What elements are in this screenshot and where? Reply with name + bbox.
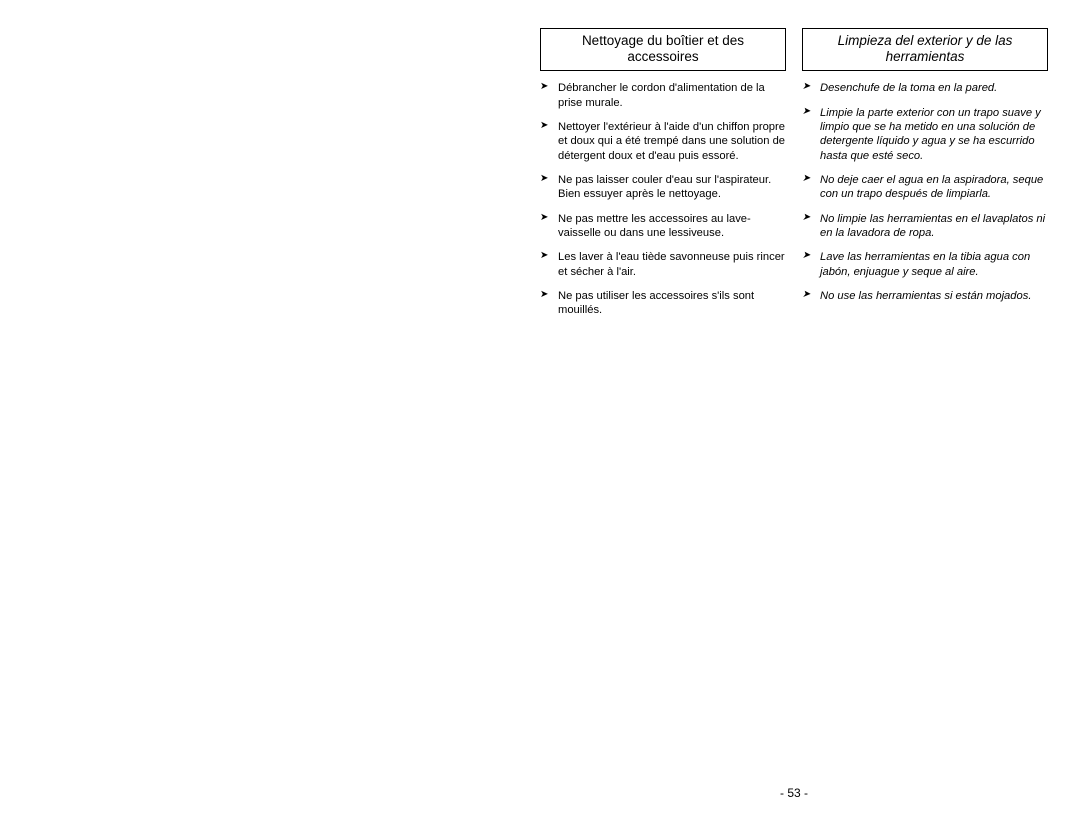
list-item: Ne pas mettre les accessoires au lave-va… xyxy=(540,212,786,241)
list-item: Ne pas laisser couler d'eau sur l'aspira… xyxy=(540,173,786,202)
right-heading-line1: Limpieza del exterior y de las xyxy=(838,33,1013,48)
right-heading-line2: herramientas xyxy=(886,49,965,64)
right-heading-box: Limpieza del exterior y de las herramien… xyxy=(802,28,1048,71)
list-item: No use las herramientas si están mojados… xyxy=(802,289,1048,303)
right-list: Desenchufe de la toma en la pared. Limpi… xyxy=(802,81,1048,303)
left-heading-box: Nettoyage du boîtier et des accessoires xyxy=(540,28,786,71)
page-number: - 53 - xyxy=(540,786,1048,800)
list-item: No limpie las herramientas en el lavapla… xyxy=(802,212,1048,241)
left-column-french: Nettoyage du boîtier et des accessoires … xyxy=(540,28,786,328)
list-item: Limpie la parte exterior con un trapo su… xyxy=(802,106,1048,163)
left-heading-line1: Nettoyage du boîtier et des xyxy=(582,33,744,48)
left-list: Débrancher le cordon d'alimentation de l… xyxy=(540,81,786,317)
right-column-spanish: Limpieza del exterior y de las herramien… xyxy=(802,28,1048,328)
list-item: No deje caer el agua en la aspiradora, s… xyxy=(802,173,1048,202)
list-item: Nettoyer l'extérieur à l'aide d'un chiff… xyxy=(540,120,786,163)
list-item: Débrancher le cordon d'alimentation de l… xyxy=(540,81,786,110)
list-item: Les laver à l'eau tiède savonneuse puis … xyxy=(540,250,786,279)
list-item: Desenchufe de la toma en la pared. xyxy=(802,81,1048,95)
manual-page: Nettoyage du boîtier et des accessoires … xyxy=(540,28,1048,806)
left-heading-line2: accessoires xyxy=(627,49,698,64)
two-column-layout: Nettoyage du boîtier et des accessoires … xyxy=(540,28,1048,328)
list-item: Ne pas utiliser les accessoires s'ils so… xyxy=(540,289,786,318)
list-item: Lave las herramientas en la tibia agua c… xyxy=(802,250,1048,279)
